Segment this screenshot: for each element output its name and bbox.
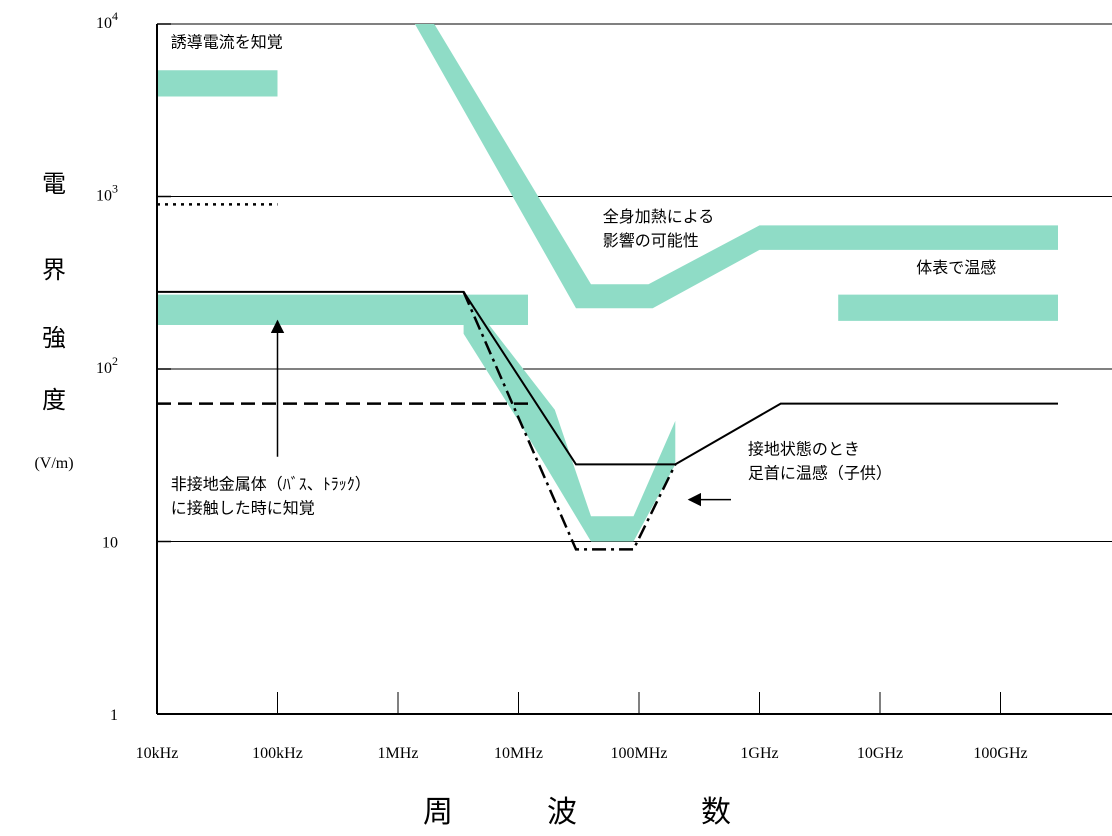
series-dashdot-limit [462,291,677,551]
annotation-ungrounded-metal-label-line-1: に接触した時に知覚 [171,499,315,518]
band-body-surface-warmth [838,294,1058,321]
x-tick-label-2: 1MHz [378,745,419,762]
y-tick-label-3: 103 [96,182,118,205]
y-tick-label-4: 104 [96,9,118,32]
annotation-body-surface-label-line-0: 体表で温感 [916,258,996,277]
x-tick-label-0: 10kHz [136,745,179,762]
annotation-arrows [270,319,731,507]
y-tick-label-1: 10 [102,535,118,552]
limit-lines [157,203,1058,551]
x-axis-name-char-1: 波 [547,795,577,830]
y-tick-base-0: 1 [110,707,118,724]
y-tick-base-4: 10 [96,15,112,32]
x-tick-label-6: 10GHz [857,745,903,762]
annotation-whole-body-label: 全身加熱による影響の可能性 [603,207,715,250]
annotations: 誘導電流を知覚全身加熱による影響の可能性体表で温感非接地金属体（ﾊﾞｽ、ﾄﾗｯｸ… [171,33,997,518]
y-tick-exp-2: 2 [112,354,118,368]
x-axis-name-char-2: 数 [701,795,731,830]
annotation-body-surface-label: 体表で温感 [916,258,996,277]
band-induced-current [157,70,278,97]
series-upper-solid-limit [157,290,1058,466]
y-axis-unit: (V/m) [34,455,73,472]
y-tick-base-3: 10 [96,188,112,205]
annotation-grounded-label-line-0: 接地状態のとき [748,439,860,458]
x-tick-label-7: 100GHz [973,745,1027,762]
band-ankle-warmth [463,291,676,542]
x-tick-label-1: 100kHz [252,745,303,762]
band-ungrounded-metal [157,294,528,325]
axes [156,23,1112,715]
annotation-ungrounded-metal-label: 非接地金属体（ﾊﾞｽ、ﾄﾗｯｸ） に接触した時に知覚 [171,475,371,518]
horizontal-gridlines [157,23,1112,542]
annotation-whole-body-label-line-1: 影響の可能性 [603,231,699,250]
y-tick-label-0: 1 [110,707,118,724]
x-tick-label-5: 1GHz [740,745,778,762]
y-tick-label-2: 102 [96,354,118,377]
x-tick-label-3: 10MHz [494,745,543,762]
sensation-bands [157,24,1058,542]
y-tick-base-1: 10 [102,535,118,552]
y-axis-name-char-3: 度 [42,386,66,414]
y-axis-name-char-2: 強 [42,324,66,352]
annotation-ungrounded-metal-label-line-0: 非接地金属体（ﾊﾞｽ、ﾄﾗｯｸ） [171,475,371,494]
y-tick-exp-3: 3 [112,182,118,196]
annotation-grounded-label-line-1: 足首に温感（子供） [748,463,892,482]
annotation-induced-current-label-line-0: 誘導電流を知覚 [171,33,283,52]
x-tick-label-4: 100MHz [611,745,668,762]
y-tick-base-2: 10 [96,360,112,377]
band-whole-body [414,24,1058,309]
x-tick-labels: 10kHz 100kHz 1MHz 10MHz 100MHz 1GHz 10GHz 100GH… [136,745,1028,762]
y-axis-name-char-0: 電 [42,170,66,198]
annotation-grounded-label: 接地状態のとき足首に温感（子供） [748,439,892,482]
y-tick-exp-4: 4 [112,9,118,23]
annotation-induced-current-label: 誘導電流を知覚 [171,33,283,52]
annotation-whole-body-label-line-0: 全身加熱による [603,207,715,226]
x-axis-name-char-0: 周 [423,795,453,830]
y-axis-name-char-1: 界 [42,256,66,284]
